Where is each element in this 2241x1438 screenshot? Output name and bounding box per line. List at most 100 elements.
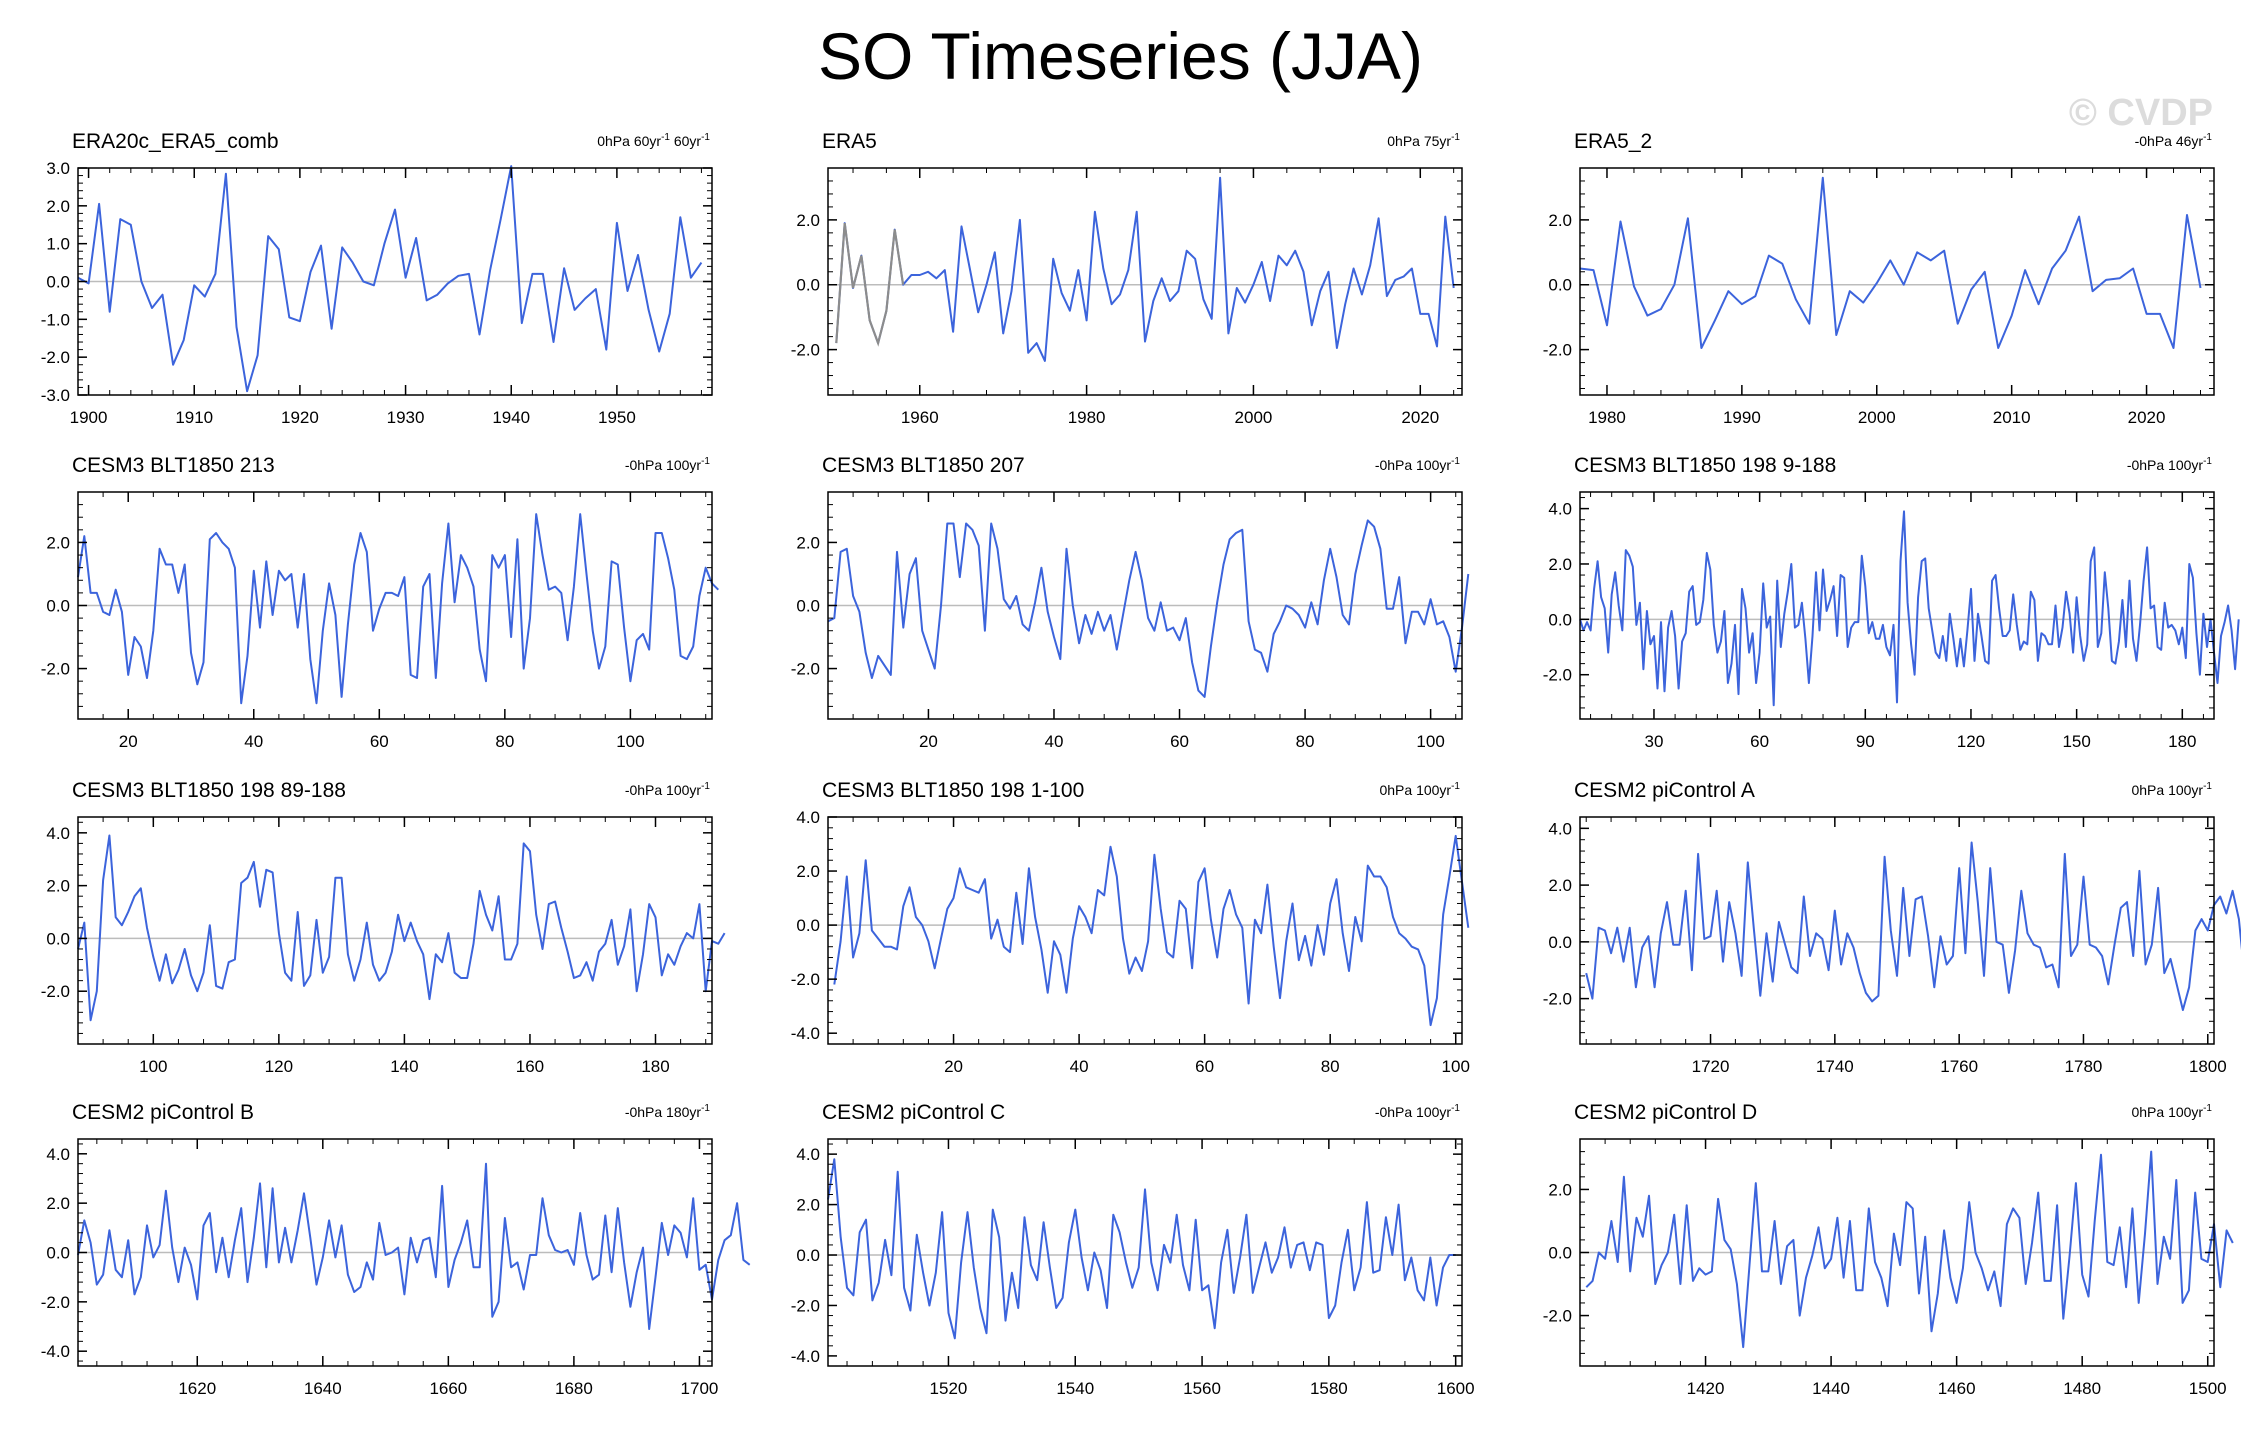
plot-frame [827, 167, 1463, 396]
y-tick-label: -2.0 [791, 1296, 820, 1315]
x-tick-label: 1910 [175, 408, 213, 427]
y-tick-label: 0.0 [796, 916, 820, 935]
y-tick-label: -1.0 [41, 310, 70, 329]
plot-frame [77, 816, 713, 1045]
x-tick-label: 150 [2062, 732, 2090, 751]
y-tick-label: -2.0 [41, 348, 70, 367]
x-tick-label: 1700 [681, 1379, 719, 1398]
y-tick-label: 2.0 [796, 211, 820, 230]
x-tick-label: 1460 [1938, 1379, 1976, 1398]
x-tick-label: 1640 [304, 1379, 342, 1398]
x-tick-label: 1620 [178, 1379, 216, 1398]
x-tick-label: 20 [919, 732, 938, 751]
panel-right-label: 0hPa 60yr-1 60yr-1 [597, 132, 710, 149]
x-tick-label: 1680 [555, 1379, 593, 1398]
y-tick-label: 2.0 [46, 533, 70, 552]
panel-title: ERA5 [822, 130, 877, 153]
y-tick-label: 3.0 [46, 159, 70, 178]
x-tick-label: 1480 [2063, 1379, 2101, 1398]
x-tick-label: 2020 [2128, 408, 2166, 427]
series-line [77, 513, 720, 705]
panel-title: CESM3 BLT1850 207 [822, 454, 1025, 477]
series-line [835, 176, 1455, 362]
plot-frame [827, 1138, 1463, 1367]
y-tick-label: 4.0 [1548, 500, 1572, 519]
x-tick-label: 1940 [492, 408, 530, 427]
x-tick-label: 100 [1416, 732, 1444, 751]
x-tick-label: 120 [1957, 732, 1985, 751]
x-tick-label: 60 [1195, 1057, 1214, 1076]
chart-panel-6: -2.0 0.0 2.0 4.0 30 60 90 120 150 180 CESM3 BLT185… [1543, 454, 2240, 751]
y-tick-label: 4.0 [1548, 819, 1572, 838]
y-tick-label: -2.0 [1543, 666, 1572, 685]
x-tick-label: 160 [516, 1057, 544, 1076]
y-tick-label: -2.0 [791, 660, 820, 679]
y-tick-label: 2.0 [1548, 211, 1572, 230]
y-tick-label: 2.0 [46, 877, 70, 896]
series-line [1585, 1150, 2234, 1349]
series-line [1579, 510, 2240, 707]
panel-title: CESM3 BLT1850 213 [72, 454, 275, 477]
y-tick-label: 2.0 [46, 197, 70, 216]
plot-frame [1579, 167, 2215, 396]
y-tick-label: 2.0 [1548, 1180, 1572, 1199]
panel-title: CESM3 BLT1850 198 9-188 [1574, 454, 1836, 477]
x-tick-label: 1540 [1056, 1379, 1094, 1398]
y-tick-label: 0.0 [796, 1246, 820, 1265]
x-tick-label: 1930 [387, 408, 425, 427]
y-tick-label: -4.0 [41, 1342, 70, 1361]
panel-right-label: -0hPa 180yr-1 [625, 1103, 711, 1120]
y-tick-label: -2.0 [41, 982, 70, 1001]
y-tick-label: 0.0 [46, 597, 70, 616]
y-tick-label: 0.0 [46, 929, 70, 948]
y-tick-label: -4.0 [791, 1347, 820, 1366]
x-tick-label: 1950 [598, 408, 636, 427]
x-tick-label: 30 [1645, 732, 1664, 751]
series-line [1585, 841, 2241, 1011]
series-line [77, 834, 726, 1022]
series-line [1579, 176, 2202, 349]
x-tick-label: 80 [1321, 1057, 1340, 1076]
panel-right-label: 0hPa 100yr-1 [2131, 781, 2212, 798]
chart-panel-7: -2.0 0.0 2.0 4.0 100 120 140 160 180 CESM3 BLT185… [41, 779, 726, 1076]
y-tick-label: 0.0 [796, 597, 820, 616]
overlay-line [835, 222, 905, 347]
y-tick-label: 4.0 [46, 824, 70, 843]
x-tick-label: 1720 [1692, 1057, 1730, 1076]
y-tick-label: -3.0 [41, 386, 70, 405]
y-tick-label: -2.0 [1543, 990, 1572, 1009]
panel-right-label: -0hPa 46yr-1 [2135, 132, 2213, 149]
chart-panel-5: -2.0 0.0 2.0 20 40 60 80 100 CESM3 BLT1850 207 -0… [791, 454, 1470, 751]
x-tick-label: 60 [1750, 732, 1769, 751]
x-tick-label: 1420 [1687, 1379, 1725, 1398]
x-tick-label: 1800 [2189, 1057, 2227, 1076]
series-line [77, 165, 703, 393]
y-tick-label: 4.0 [796, 808, 820, 827]
y-tick-label: -2.0 [791, 970, 820, 989]
x-tick-label: 1500 [2189, 1379, 2227, 1398]
panel-title: CESM3 BLT1850 198 1-100 [822, 779, 1084, 802]
x-tick-label: 100 [139, 1057, 167, 1076]
x-tick-label: 1440 [1812, 1379, 1850, 1398]
x-tick-label: 40 [1070, 1057, 1089, 1076]
panel-title: CESM2 piControl D [1574, 1101, 1757, 1124]
x-tick-label: 1990 [1723, 408, 1761, 427]
x-tick-label: 1960 [901, 408, 939, 427]
x-tick-label: 1740 [1816, 1057, 1854, 1076]
y-tick-label: -2.0 [791, 341, 820, 360]
panel-right-label: 0hPa 100yr-1 [2131, 1103, 2212, 1120]
plot-frame [1579, 816, 2215, 1045]
y-tick-label: 2.0 [796, 533, 820, 552]
x-tick-label: 20 [119, 732, 138, 751]
x-tick-label: 180 [2168, 732, 2196, 751]
y-tick-label: 4.0 [46, 1145, 70, 1164]
series-line [833, 834, 1470, 1027]
y-tick-label: 4.0 [796, 1145, 820, 1164]
y-tick-label: 2.0 [796, 862, 820, 881]
x-tick-label: 1520 [930, 1379, 968, 1398]
x-tick-label: 180 [641, 1057, 669, 1076]
chart-panel-4: -2.0 0.0 2.0 20 40 60 80 100 CESM3 BLT1850 213 -0… [41, 454, 720, 751]
y-tick-label: 2.0 [46, 1194, 70, 1213]
panel-right-label: -0hPa 100yr-1 [1375, 1103, 1461, 1120]
